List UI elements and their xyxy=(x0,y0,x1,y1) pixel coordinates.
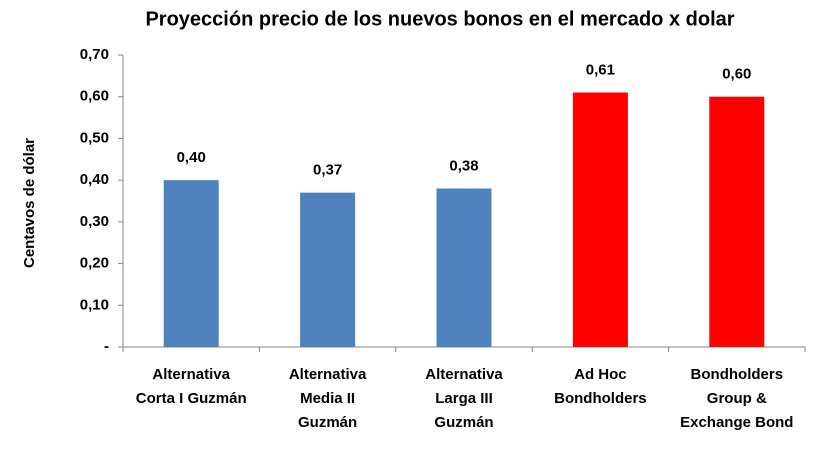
y-tick-label: 0,20 xyxy=(80,255,109,272)
y-tick-label: 0,10 xyxy=(80,296,109,313)
chart-title: Proyección precio de los nuevos bonos en… xyxy=(145,8,734,30)
value-label: 0,60 xyxy=(722,66,751,83)
x-tick-label: Group & xyxy=(707,390,767,407)
value-label: 0,38 xyxy=(449,157,478,174)
x-tick-label: Larga III xyxy=(435,390,493,407)
value-label: 0,40 xyxy=(177,149,206,166)
x-tick-label: Exchange Bond xyxy=(680,414,793,431)
x-tick-label: Bondholders xyxy=(691,366,784,383)
x-tick-label: Guzmán xyxy=(434,414,493,431)
y-tick-label: 0,30 xyxy=(80,213,109,230)
value-label: 0,61 xyxy=(586,62,615,79)
x-tick-label: Alternativa xyxy=(152,366,230,383)
x-tick-label: Ad Hoc xyxy=(574,366,627,383)
y-tick-label: - xyxy=(104,338,109,355)
x-tick-label: Alternativa xyxy=(289,366,367,383)
x-tick-label: Guzmán xyxy=(298,414,357,431)
bar xyxy=(436,188,492,347)
bar xyxy=(709,96,765,347)
x-tick-label: Alternativa xyxy=(425,366,503,383)
y-tick-label: 0,70 xyxy=(80,46,109,63)
value-label: 0,37 xyxy=(313,162,342,179)
x-tick-label: Media II xyxy=(300,390,355,407)
x-tick-label: Bondholders xyxy=(554,390,647,407)
y-tick-label: 0,50 xyxy=(80,129,109,146)
y-axis-label: Centavos de dólar xyxy=(21,138,38,268)
bar xyxy=(163,180,219,347)
bar xyxy=(300,192,356,347)
y-tick-label: 0,60 xyxy=(80,88,109,105)
y-tick-label: 0,40 xyxy=(80,171,109,188)
x-tick-label: Corta I Guzmán xyxy=(136,390,247,407)
bar xyxy=(572,92,628,348)
